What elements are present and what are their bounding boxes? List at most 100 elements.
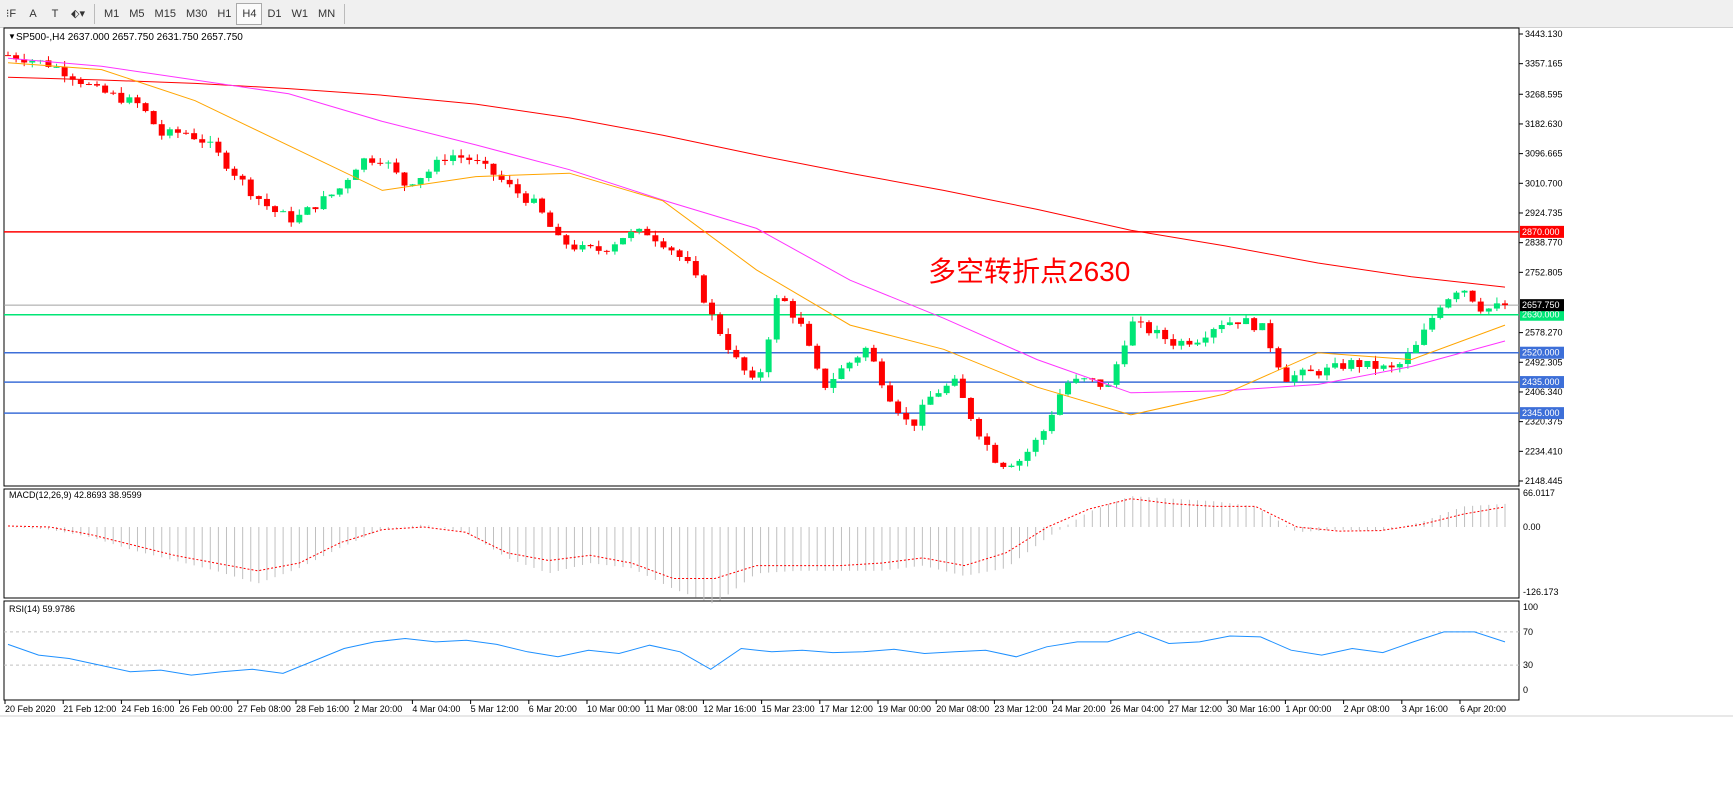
moving-average-red (7, 76, 1506, 288)
candle-body (498, 174, 505, 180)
candle-body (207, 141, 214, 143)
candle-body (1453, 292, 1460, 300)
collapse-triangle-icon[interactable]: ▼ (8, 32, 16, 41)
candle-body (1056, 394, 1063, 415)
moving-average-magenta (7, 57, 1506, 394)
candle-body (862, 347, 869, 358)
candle-body (838, 368, 845, 379)
candle-body (798, 317, 805, 324)
candle-body (417, 178, 424, 185)
pivot-annotation: 多空转折点2630 (928, 256, 1131, 287)
candle-body (539, 198, 546, 213)
timeframe-M1[interactable]: M1 (103, 7, 120, 20)
candle-body (1396, 363, 1403, 368)
candle-body (717, 314, 724, 335)
arrows-tool-icon[interactable]: ⬖▾ (71, 8, 85, 20)
level-price-label: 2630.000 (1522, 310, 1560, 320)
candle-body (506, 179, 513, 185)
price-tick-label: 2492.305 (1525, 357, 1563, 367)
candle-body (118, 92, 125, 103)
timeframe-M30[interactable]: M30 (185, 7, 208, 20)
price-tick-label: 3096.665 (1525, 149, 1563, 159)
candle-body (603, 250, 610, 252)
candle-body (1032, 439, 1039, 452)
timeframe-H1[interactable]: H1 (217, 7, 232, 20)
candle-body (765, 339, 772, 373)
candle-body (587, 245, 594, 247)
candle-body (911, 419, 918, 426)
candle-body (29, 60, 36, 63)
candle-body (474, 159, 481, 161)
toolbar-separator (93, 3, 95, 24)
candle-body (967, 397, 974, 419)
candle-body (1202, 337, 1209, 343)
date-tick-label: 10 Mar 00:00 (587, 704, 640, 714)
candle-body (199, 139, 206, 143)
candle-body (1388, 365, 1395, 368)
date-tick-label: 21 Feb 12:00 (63, 704, 116, 714)
text-tool-icon[interactable]: A (29, 7, 37, 20)
candle-body (425, 171, 432, 179)
price-tick-label: 2234.410 (1525, 446, 1563, 456)
candle-body (700, 275, 707, 303)
rsi-tick-label: 100 (1523, 602, 1538, 612)
candle-body (247, 179, 254, 197)
candle-body (514, 184, 521, 194)
candle-body (272, 206, 279, 213)
timeframe-D1[interactable]: D1 (267, 7, 282, 20)
candle-body (312, 207, 319, 210)
candle-body (668, 247, 675, 251)
candle-body (1218, 324, 1225, 330)
macd-tick-label: -126.173 (1523, 587, 1559, 597)
moving-average-orange (7, 62, 1506, 416)
level-price-tag (1520, 308, 1564, 321)
price-tick-label: 3182.630 (1525, 119, 1563, 129)
candle-body (1421, 329, 1428, 345)
toolbar-separator (344, 3, 346, 24)
candle-body (895, 401, 902, 414)
candle-body (684, 256, 691, 262)
date-tick-label: 24 Feb 16:00 (121, 704, 174, 714)
candle-body (725, 334, 732, 350)
timeframe-MN[interactable]: MN (318, 7, 336, 20)
candle-body (94, 84, 101, 86)
fibo-tool-icon[interactable]: ⁝F (5, 8, 17, 20)
candle-body (296, 214, 303, 223)
candle-body (636, 228, 643, 232)
date-tick-label: 12 Mar 16:00 (703, 704, 756, 714)
candle-body (263, 198, 270, 207)
candle-body (45, 60, 52, 67)
candle-body (619, 238, 626, 245)
candle-body (223, 152, 230, 169)
candle-body (174, 129, 181, 133)
timeframe-W1[interactable]: W1 (291, 7, 309, 20)
candle-body (644, 228, 651, 236)
candle-body (1323, 367, 1330, 376)
candle-body (1251, 318, 1258, 331)
candle-body (1194, 342, 1201, 345)
date-tick-label: 26 Feb 00:00 (180, 704, 233, 714)
candle-body (530, 198, 537, 203)
timeframe-M5[interactable]: M5 (129, 7, 145, 20)
price-tick-label: 3357.165 (1525, 59, 1563, 69)
candle-body (1477, 301, 1484, 312)
level-price-label: 2345.000 (1522, 408, 1560, 418)
candle-body (1493, 303, 1500, 309)
date-tick-label: 11 Mar 08:00 (645, 704, 697, 714)
price-tick-label: 2578.270 (1525, 328, 1563, 338)
text-label-tool-icon[interactable]: T (51, 7, 59, 20)
candle-body (1307, 369, 1314, 372)
candle-body (992, 444, 999, 463)
candle-body (1259, 323, 1266, 331)
timeframe-M15[interactable]: M15 (154, 7, 176, 20)
date-tick-label: 20 Feb 2020 (5, 704, 56, 714)
date-tick-label: 30 Mar 16:00 (1227, 704, 1280, 714)
rsi-label: RSI(14) 59.9786 (9, 604, 76, 614)
level-price-label: 2520.000 (1522, 348, 1560, 358)
candle-body (183, 132, 190, 134)
timeframe-H4[interactable]: H4 (236, 2, 263, 25)
candle-body (1154, 329, 1161, 334)
candle-body (102, 85, 109, 93)
candle-body (1234, 322, 1241, 325)
